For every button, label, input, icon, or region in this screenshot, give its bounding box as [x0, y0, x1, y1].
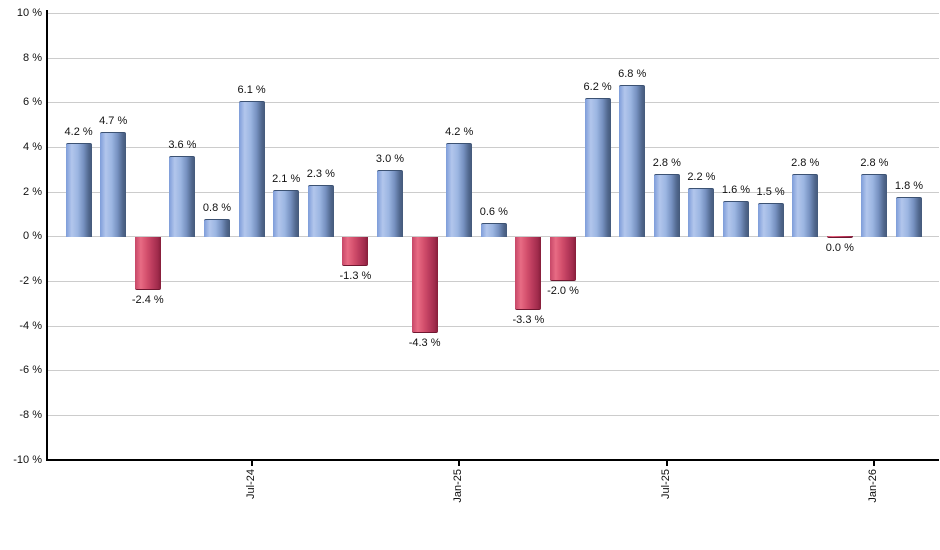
bar[interactable] [619, 84, 646, 237]
bar-value-label: 2.8 % [860, 157, 889, 170]
y-axis-label: 10 % [16, 7, 42, 19]
x-axis-label: Jan-25 [452, 469, 465, 503]
bar-value-label: 3.0 % [375, 152, 405, 165]
bar-value-label: 1.6 % [721, 184, 751, 197]
bar-value-label: 4.2 % [445, 125, 474, 138]
y-axis-line [46, 10, 48, 461]
y-axis-label: -4 % [19, 319, 42, 332]
y-axis-label: -10 % [13, 453, 42, 466]
bar-value-label: 2.8 % [791, 157, 820, 170]
bar-value-label: 0.0 % [825, 241, 854, 254]
bar-value-label: 2.1 % [272, 172, 301, 185]
bar[interactable] [826, 235, 853, 238]
bar-value-label: 1.5 % [756, 186, 785, 199]
bar[interactable] [861, 174, 888, 237]
bar[interactable] [480, 223, 507, 237]
y-axis-label: 8 % [23, 51, 42, 64]
bar[interactable] [307, 185, 334, 237]
x-axis-label: Jul-24 [244, 469, 257, 499]
y-axis-label: -6 % [19, 364, 42, 377]
bar[interactable] [377, 169, 403, 237]
bar-value-label: -1.3 % [339, 269, 372, 282]
bar[interactable] [273, 189, 300, 237]
gridline [48, 57, 939, 59]
gridline [48, 414, 939, 416]
y-axis-label: 2 % [23, 185, 42, 198]
bar[interactable] [688, 187, 715, 237]
bar-value-label: -2.0 % [547, 285, 579, 298]
bar-value-label: -2.4 % [131, 294, 164, 307]
x-axis-line [46, 459, 939, 461]
bar-value-label: 0.8 % [202, 201, 232, 214]
gridline [48, 13, 939, 14]
x-axis-tick [458, 459, 461, 466]
x-axis-tick [250, 459, 253, 466]
bar[interactable] [100, 131, 127, 237]
y-axis-label: 6 % [23, 96, 42, 109]
gridline [48, 102, 939, 104]
bar-value-label: 6.8 % [618, 67, 647, 80]
bar[interactable] [757, 203, 784, 237]
gridline [48, 325, 939, 327]
bar[interactable] [723, 201, 749, 237]
bar[interactable] [411, 236, 438, 333]
bar[interactable] [653, 174, 680, 237]
x-axis-tick [665, 459, 668, 466]
y-axis-label: 4 % [23, 140, 42, 153]
bar[interactable] [169, 156, 196, 237]
gridline [48, 236, 939, 238]
bar[interactable] [204, 218, 230, 237]
gridline [48, 370, 939, 372]
y-axis-label: -8 % [19, 408, 42, 421]
y-axis-label: 0 % [23, 230, 42, 243]
bar[interactable] [792, 174, 819, 237]
bar-value-label: 4.7 % [99, 114, 128, 127]
x-axis-label: Jan-26 [867, 469, 880, 503]
bar[interactable] [446, 142, 473, 237]
bar-value-label: 4.2 % [64, 125, 93, 138]
bar[interactable] [134, 236, 161, 291]
gridline [48, 146, 939, 148]
bar-value-label: 3.6 % [168, 139, 197, 152]
x-axis-label: Jul-25 [659, 469, 672, 499]
bar[interactable] [584, 98, 611, 237]
gridline [48, 280, 939, 282]
x-axis-tick [873, 459, 876, 466]
bar[interactable] [238, 100, 265, 237]
bar-value-label: 2.8 % [652, 157, 681, 170]
bar[interactable] [896, 196, 922, 237]
bar[interactable] [65, 142, 92, 237]
bar-value-label: 0.6 % [479, 206, 508, 219]
gridline [48, 191, 939, 193]
bar[interactable] [515, 236, 542, 311]
bar-value-label: 6.2 % [583, 81, 612, 94]
bar-value-label: 1.8 % [894, 179, 924, 192]
bar-value-label: -4.3 % [408, 336, 441, 349]
bar-value-label: 2.2 % [687, 170, 716, 183]
bar-value-label: 2.3 % [306, 168, 335, 181]
bar[interactable] [342, 236, 369, 266]
bar-value-label: 6.1 % [237, 83, 266, 96]
bar[interactable] [550, 236, 576, 282]
y-axis-label: -2 % [19, 274, 42, 287]
bar-value-label: -3.3 % [512, 314, 545, 327]
